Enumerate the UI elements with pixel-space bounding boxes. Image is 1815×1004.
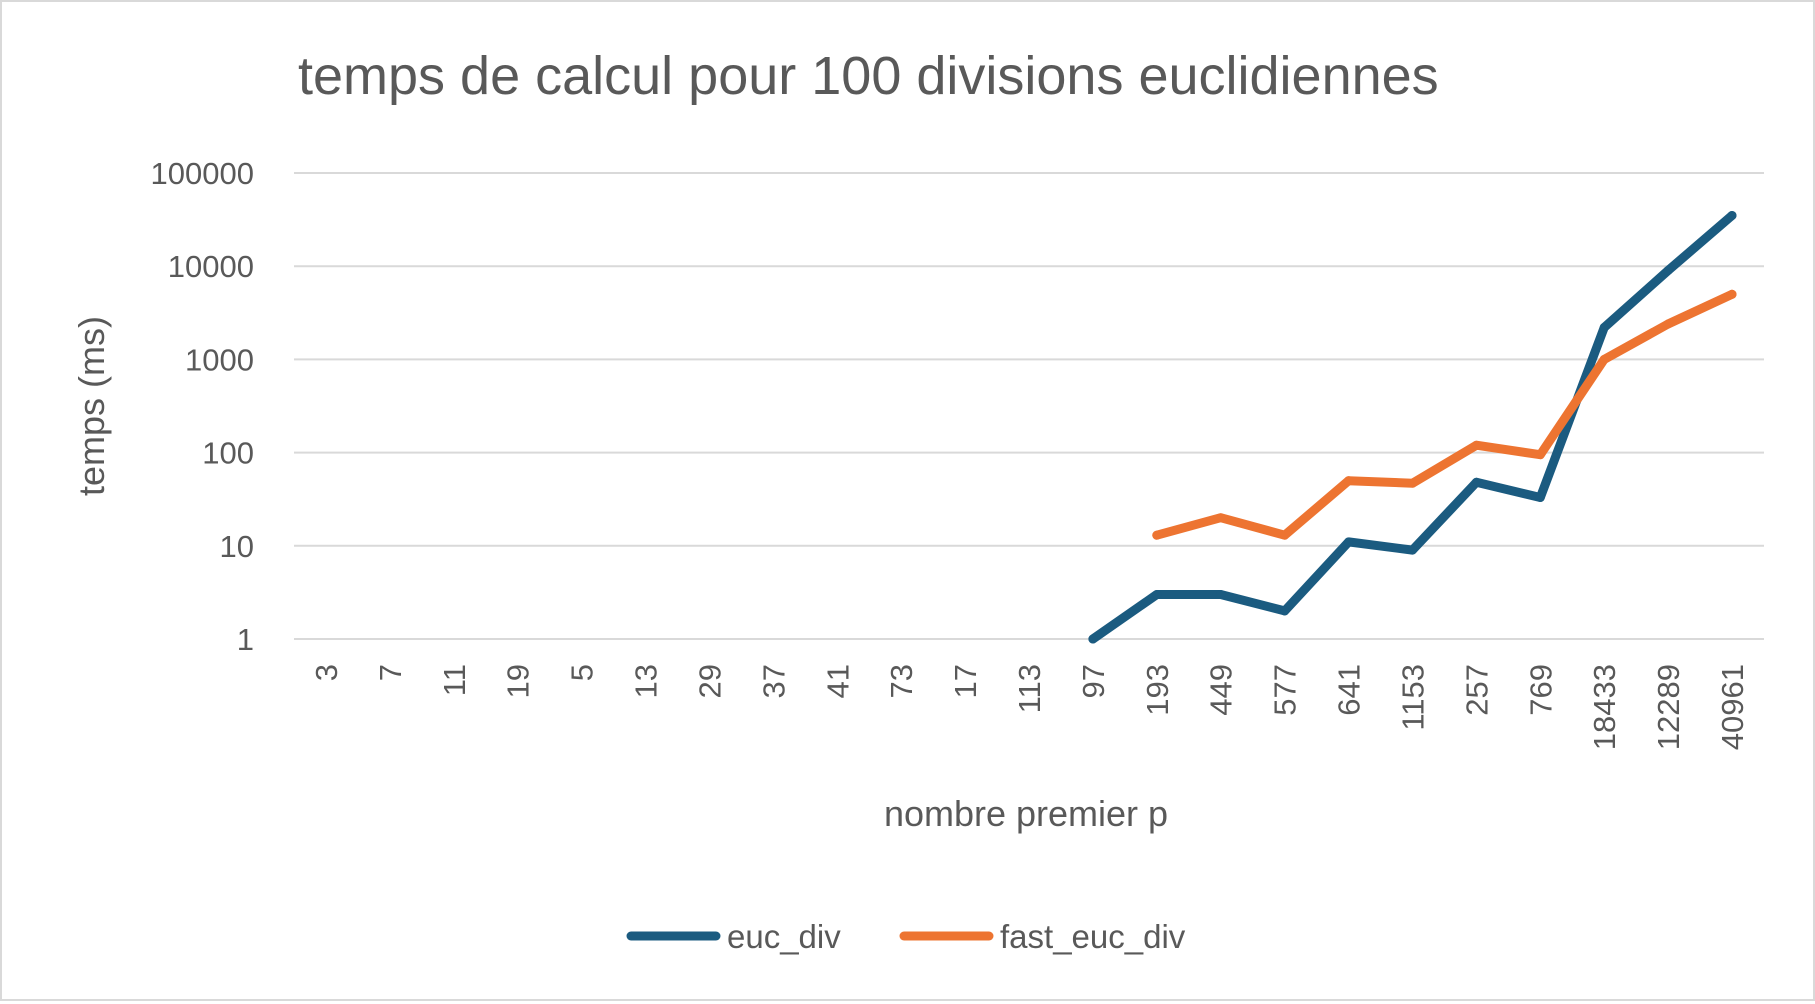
x-tick-label: 12289 (1651, 664, 1686, 750)
legend-label-euc_div: euc_div (727, 918, 841, 955)
x-tick-label: 193 (1140, 664, 1175, 716)
y-tick-label: 1000 (185, 342, 254, 377)
y-tick-label: 1 (237, 622, 254, 657)
data-point-fast_euc_div (1216, 513, 1226, 523)
data-point-euc_div (1471, 477, 1481, 487)
data-point-fast_euc_div (1471, 440, 1481, 450)
x-tick-label: 13 (629, 664, 664, 698)
y-axis-ticks: 1 10 100 1000 10000 100000 (151, 156, 254, 657)
data-point-fast_euc_div (1407, 478, 1417, 488)
data-point-euc_div (1727, 210, 1737, 220)
gridlines (294, 172, 1764, 640)
y-axis-title: temps (ms) (71, 316, 112, 496)
x-tick-label: 29 (692, 664, 727, 698)
x-tick-label: 73 (884, 664, 919, 698)
x-tick-label: 1153 (1395, 664, 1430, 731)
data-point-euc_div (1535, 492, 1545, 502)
y-tick-label: 100000 (151, 156, 254, 191)
data-point-euc_div (1088, 634, 1098, 644)
series-line-euc_div (1088, 211, 1737, 644)
x-axis-title: nombre premier p (884, 793, 1168, 834)
chart-title: temps de calcul pour 100 divisions eucli… (298, 46, 1439, 106)
x-axis-ticks: 3 7 11 19 5 13 29 37 41 73 17 113 97 193 449 577 641 1153… (309, 664, 1750, 750)
x-tick-label: 41 (820, 664, 855, 698)
x-tick-label: 11 (437, 664, 472, 696)
data-point-euc_div (1280, 606, 1290, 616)
series-lines (1088, 210, 1737, 644)
x-tick-label: 7 (373, 664, 408, 681)
y-tick-label: 10 (220, 529, 254, 564)
x-tick-label: 37 (756, 664, 791, 698)
x-tick-label: 577 (1268, 664, 1303, 716)
data-point-euc_div (1407, 545, 1417, 555)
data-point-fast_euc_div (1727, 289, 1737, 299)
x-tick-label: 113 (1012, 664, 1047, 713)
y-tick-label: 10000 (168, 249, 254, 284)
data-point-euc_div (1216, 590, 1226, 600)
legend-label-fast_euc_div: fast_euc_div (1000, 918, 1186, 955)
data-point-euc_div (1152, 590, 1162, 600)
data-point-fast_euc_div (1344, 476, 1354, 486)
x-tick-label: 17 (948, 664, 983, 698)
x-tick-label: 19 (501, 664, 536, 698)
x-tick-label: 3 (309, 664, 344, 681)
data-point-fast_euc_div (1535, 450, 1545, 460)
x-tick-label: 641 (1332, 664, 1367, 716)
y-tick-label: 100 (202, 436, 254, 471)
series-line-fast_euc_div (1152, 289, 1737, 540)
x-tick-label: 5 (565, 664, 600, 681)
x-tick-label: 40961 (1715, 664, 1750, 750)
data-point-euc_div (1344, 537, 1354, 547)
data-point-fast_euc_div (1152, 530, 1162, 540)
data-point-fast_euc_div (1599, 354, 1609, 364)
data-point-euc_div (1599, 322, 1609, 332)
x-tick-label: 769 (1523, 664, 1558, 716)
x-tick-label: 18433 (1587, 664, 1622, 750)
data-point-euc_div (1663, 265, 1673, 275)
x-tick-label: 449 (1204, 664, 1239, 716)
data-point-fast_euc_div (1663, 319, 1673, 329)
data-point-fast_euc_div (1280, 530, 1290, 540)
legend: euc_div fast_euc_div (626, 918, 1186, 955)
x-tick-label: 97 (1076, 664, 1111, 698)
x-tick-label: 257 (1459, 664, 1494, 716)
